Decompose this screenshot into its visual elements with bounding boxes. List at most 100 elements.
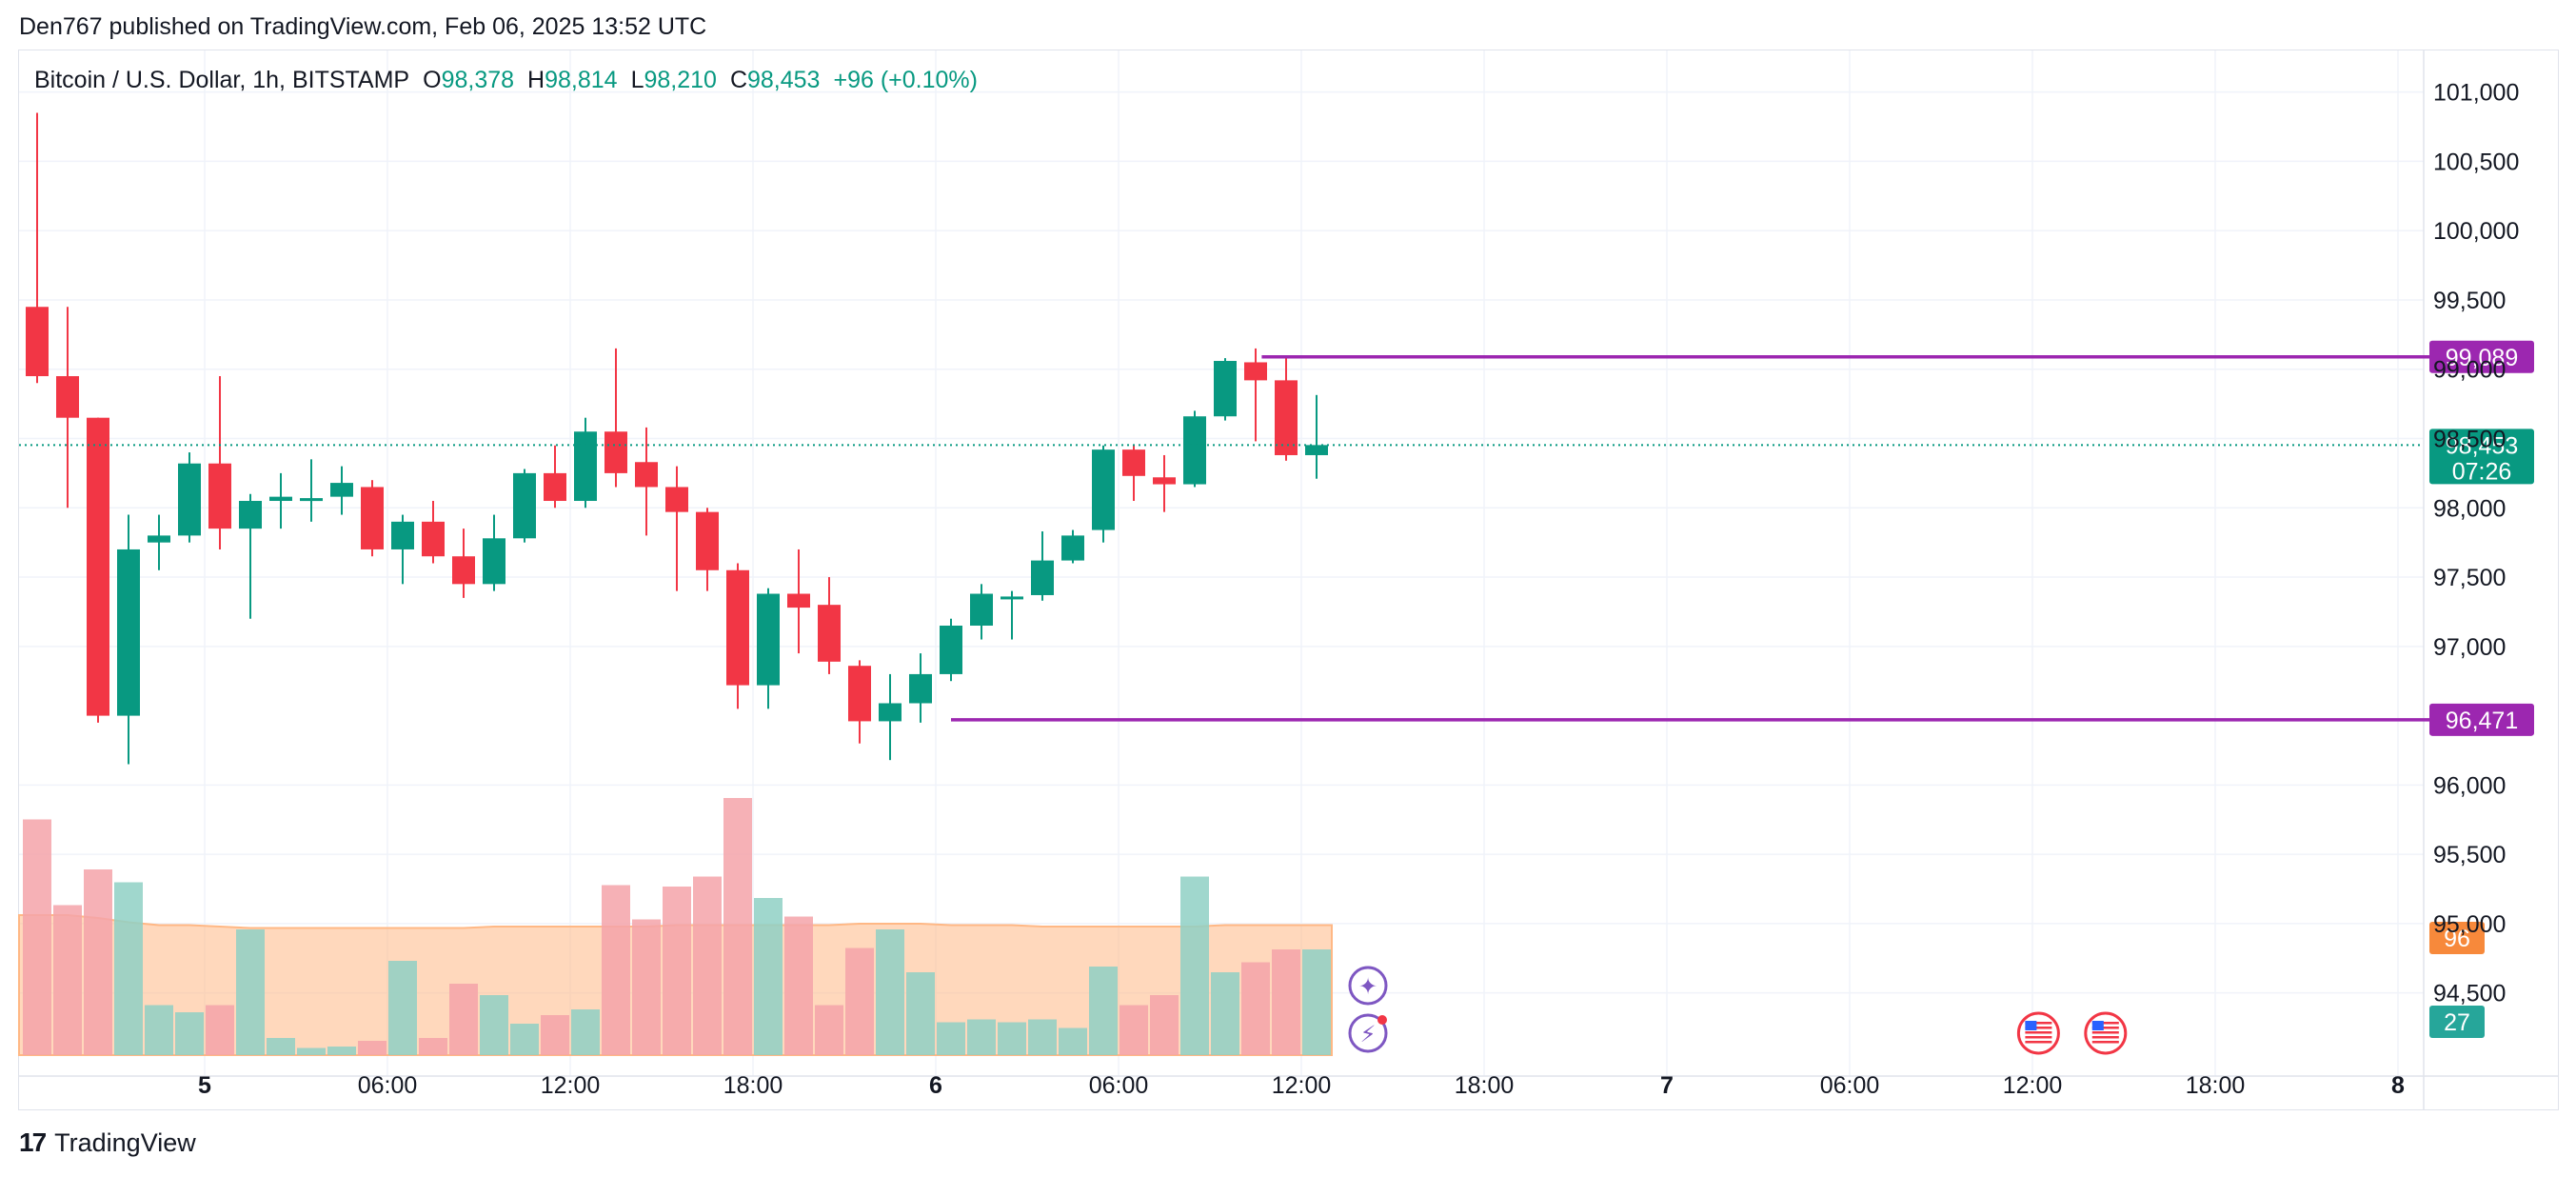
- volume-bar: [571, 1009, 600, 1055]
- candle-body: [635, 462, 658, 488]
- y-tick-label: 95,000: [2433, 911, 2506, 938]
- candle-body: [361, 487, 384, 549]
- candle-body: [757, 593, 780, 686]
- open-value: 98,378: [441, 67, 515, 93]
- candle-body: [604, 431, 627, 473]
- candle-body: [1183, 416, 1206, 485]
- y-tick-label: 101,000: [2433, 80, 2519, 107]
- close-label: C: [729, 67, 747, 93]
- y-tick-label: 94,500: [2433, 981, 2506, 1007]
- x-tick-label: 18:00: [1455, 1072, 1515, 1099]
- countdown-label: 07:26: [2452, 458, 2512, 485]
- volume-bar: [784, 916, 813, 1055]
- chart-legend: Bitcoin / U.S. Dollar, 1h, BITSTAMP O98,3…: [34, 67, 978, 94]
- y-tick-label: 97,500: [2433, 565, 2506, 591]
- y-tick-label: 99,000: [2433, 357, 2506, 384]
- flag-canton: [2025, 1021, 2037, 1030]
- sparkle-icon: [1348, 966, 1388, 1006]
- volume-bar: [510, 1024, 539, 1055]
- volume-bar: [663, 887, 691, 1055]
- volume-bar: [1180, 876, 1209, 1055]
- candle-body: [1001, 596, 1023, 600]
- y-tick-label: 95,500: [2433, 842, 2506, 868]
- axis-layer: 101,000100,500100,00099,50099,00098,5009…: [198, 80, 2519, 1099]
- candle-body: [1061, 535, 1084, 561]
- x-tick-label: 12:00: [2003, 1072, 2063, 1099]
- grid-layer: [19, 50, 2558, 1109]
- candle-body: [665, 487, 688, 512]
- level-badge: [2429, 340, 2534, 373]
- close-value: 98,453: [747, 67, 821, 93]
- y-tick-label: 96,000: [2433, 772, 2506, 799]
- flag-stripe: [2025, 1036, 2052, 1039]
- volume-bar: [419, 1038, 447, 1055]
- y-tick-label: 97,000: [2433, 634, 2506, 661]
- volume-bar: [998, 1022, 1026, 1055]
- volume-bar: [327, 1047, 356, 1055]
- candle-body: [513, 472, 536, 539]
- candle-body: [269, 496, 292, 502]
- volume-bar: [967, 1019, 996, 1055]
- level-badge-label: 99,089: [2446, 345, 2518, 371]
- candle-body: [422, 521, 445, 557]
- tradingview-logo-mark: 17: [19, 1127, 47, 1157]
- tradingview-logo[interactable]: 17 TradingView: [19, 1127, 196, 1158]
- high-value: 98,814: [545, 67, 618, 93]
- x-tick-label: 12:00: [1272, 1072, 1332, 1099]
- candle-body: [879, 703, 902, 722]
- candle-body: [239, 501, 262, 529]
- candle-body: [909, 673, 932, 704]
- tradingview-brand: TradingView: [54, 1127, 196, 1157]
- volume-bar: [1211, 972, 1239, 1055]
- x-tick-label: 18:00: [723, 1072, 783, 1099]
- flag-stripe: [2091, 1041, 2119, 1044]
- volume-bar: [1028, 1019, 1057, 1055]
- volume-bar: [267, 1038, 295, 1055]
- candle-body: [544, 472, 566, 502]
- y-tick-label: 99,500: [2433, 288, 2506, 314]
- volume-bar: [1150, 995, 1179, 1055]
- y-tick-label: 98,500: [2433, 427, 2506, 453]
- volume-bar: [114, 882, 143, 1055]
- volume-badge: [2429, 922, 2485, 954]
- candle-body: [970, 593, 993, 626]
- us-flag-icon: [2016, 1011, 2060, 1055]
- volume-bar: [845, 948, 874, 1055]
- volume-bar: [723, 798, 752, 1055]
- volume-bar: [1120, 1005, 1148, 1055]
- candle-body: [117, 549, 140, 716]
- volume-bar: [815, 1005, 843, 1055]
- last-price-label: 98,453: [2446, 432, 2518, 459]
- notification-dot: [1377, 1015, 1387, 1025]
- candle-body: [208, 463, 231, 529]
- candle-layer: [26, 112, 1328, 765]
- volume-bar: [84, 869, 112, 1055]
- open-label: O: [423, 67, 442, 93]
- volume-bar: [297, 1047, 326, 1055]
- y-tick-label: 100,500: [2433, 149, 2519, 175]
- x-tick-label: 8: [2391, 1072, 2405, 1099]
- candle-body: [391, 521, 414, 549]
- volume-bar: [906, 972, 935, 1055]
- candle-body: [452, 556, 475, 585]
- volume-bar: [53, 905, 82, 1055]
- last-price-badge: [2429, 429, 2534, 485]
- candle-body: [848, 666, 871, 722]
- volume-bar: [937, 1022, 965, 1055]
- flag-stripe: [2025, 1022, 2052, 1025]
- flag-stripe: [2025, 1041, 2052, 1044]
- volume-bar: [23, 819, 51, 1055]
- candle-body: [1244, 362, 1267, 381]
- x-tick-label: 06:00: [1820, 1072, 1880, 1099]
- flag-stripe: [2091, 1036, 2119, 1039]
- candle-body: [300, 498, 323, 502]
- volume-bar: [632, 919, 661, 1055]
- flag-canton: [2091, 1021, 2104, 1030]
- volume-bar: [754, 898, 783, 1055]
- volume-badge-label: 27: [2444, 1009, 2470, 1036]
- volume-bar: [1059, 1027, 1087, 1055]
- volume-bar: [145, 1005, 173, 1055]
- high-label: H: [527, 67, 545, 93]
- candle-body: [56, 376, 79, 418]
